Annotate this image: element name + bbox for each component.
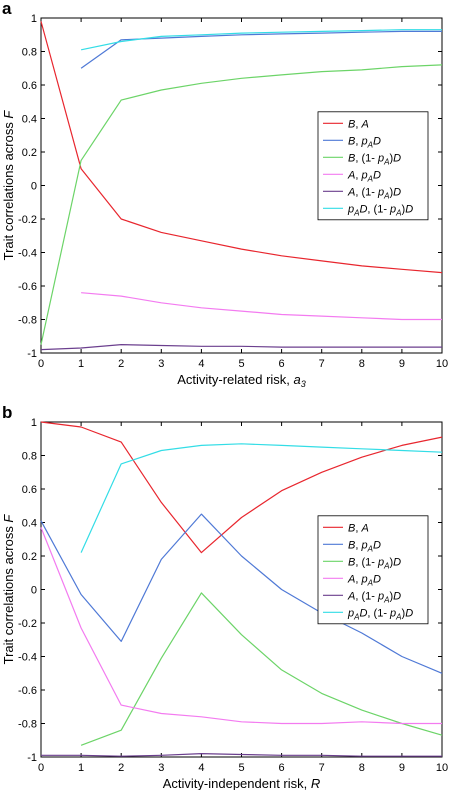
x-tick-label: 8 (359, 762, 365, 774)
y-tick-label: 0.4 (22, 518, 37, 530)
series-line-2 (80, 592, 443, 746)
x-tick-label: 3 (158, 358, 164, 370)
legend-entry: pAD, (1- pA)D (347, 203, 413, 217)
y-tick-label: 1 (31, 13, 37, 25)
y-tick-label: 0.8 (22, 451, 37, 463)
x-tick-label: 5 (238, 762, 244, 774)
series-line-1 (80, 30, 442, 69)
y-tick-label: -0.2 (18, 618, 37, 630)
legend-box (317, 111, 429, 221)
y-tick-label: 0.2 (22, 147, 37, 159)
series-line-3 (81, 292, 442, 321)
y-tick-label: -0.6 (18, 685, 37, 697)
series-line-5 (80, 29, 442, 51)
panel-a: a 0 1 2 3 4 5 6 7 8 9 10 -1 -0.8 -0.6 -0.4 -0.2 0 0.2 0.4 0.… (1, 0, 448, 389)
panel-b: b 0 1 2 3 4 5 6 7 8 9 10 -1 -0.8 -0.6 -0.4 -0.2 0 0.2 0.4 0.… (1, 403, 448, 791)
legend-entry: B, pAD (348, 135, 381, 149)
panel-label: a (2, 0, 12, 18)
y-tick-label: -1 (27, 348, 37, 360)
legend-entry: A, (1- pA)D (347, 186, 401, 200)
legend-entry: B, (1- pA)D (348, 556, 401, 570)
series-line-2 (40, 64, 443, 345)
y-tick-label: 0.4 (22, 114, 37, 126)
x-tick-label: 7 (319, 358, 325, 370)
x-tick-label: 4 (198, 358, 204, 370)
y-tick-label: -0.4 (18, 652, 37, 664)
x-tick-label: 6 (279, 762, 285, 774)
y-tick-label: -0.4 (18, 248, 37, 260)
y-tick-label: 0.6 (22, 484, 37, 496)
y-tick-label: 0.2 (22, 551, 37, 563)
x-tick-label: 4 (198, 762, 204, 774)
y-tick-label: -0.2 (18, 214, 37, 226)
series-line-0 (40, 421, 443, 554)
y-tick-label: -0.8 (18, 719, 37, 731)
x-tick-label: 1 (78, 762, 84, 774)
x-tick-label: 0 (38, 358, 44, 370)
x-tick-label: 9 (399, 358, 405, 370)
y-axis-title: Trait correlations across F (1, 514, 16, 665)
legend-entry: B, (1- pA)D (348, 152, 401, 166)
series-line-1 (40, 513, 443, 674)
series-line-0 (40, 21, 443, 274)
x-tick-label: 8 (359, 358, 365, 370)
x-tick-label: 5 (238, 358, 244, 370)
legend-entry: pAD, (1- pA)D (347, 607, 413, 621)
x-tick-label: 10 (436, 358, 448, 370)
x-tick-label: 3 (158, 762, 164, 774)
x-axis-title: Activity-independent risk, R (163, 776, 321, 790)
legend-box (317, 515, 429, 625)
y-tick-label: -0.8 (18, 315, 37, 327)
x-tick-label: 0 (38, 762, 44, 774)
x-tick-label: 9 (399, 762, 405, 774)
y-tick-label: -1 (27, 752, 37, 764)
legend-entry: B, pAD (348, 539, 381, 553)
y-tick-label: 0.6 (22, 80, 37, 92)
x-tick-label: 10 (436, 762, 448, 774)
legend-entry: A, pAD (347, 169, 381, 183)
x-tick-label: 7 (319, 762, 325, 774)
series-line-5 (80, 443, 443, 553)
x-tick-label: 1 (78, 358, 84, 370)
legend-entry: B, A (348, 118, 369, 130)
y-axis-title: Trait correlations across F (1, 110, 16, 261)
x-tick-label: 2 (118, 358, 124, 370)
legend-entry: B, A (348, 522, 369, 534)
panel-label: b (2, 403, 12, 422)
x-tick-label: 6 (279, 358, 285, 370)
legend-entry: A, (1- pA)D (347, 590, 401, 604)
y-tick-label: -0.6 (18, 281, 37, 293)
y-tick-label: 0 (31, 181, 37, 193)
y-tick-label: 0.8 (22, 47, 37, 59)
series-line-4 (41, 752, 442, 757)
series-line-4 (40, 344, 442, 351)
x-tick-label: 2 (118, 762, 124, 774)
series-line-3 (40, 527, 442, 725)
y-tick-label: 0 (31, 585, 37, 597)
x-axis-title: Activity-related risk, a3 (177, 372, 306, 389)
legend-entry: A, pAD (347, 573, 381, 587)
y-tick-label: 1 (31, 417, 37, 429)
